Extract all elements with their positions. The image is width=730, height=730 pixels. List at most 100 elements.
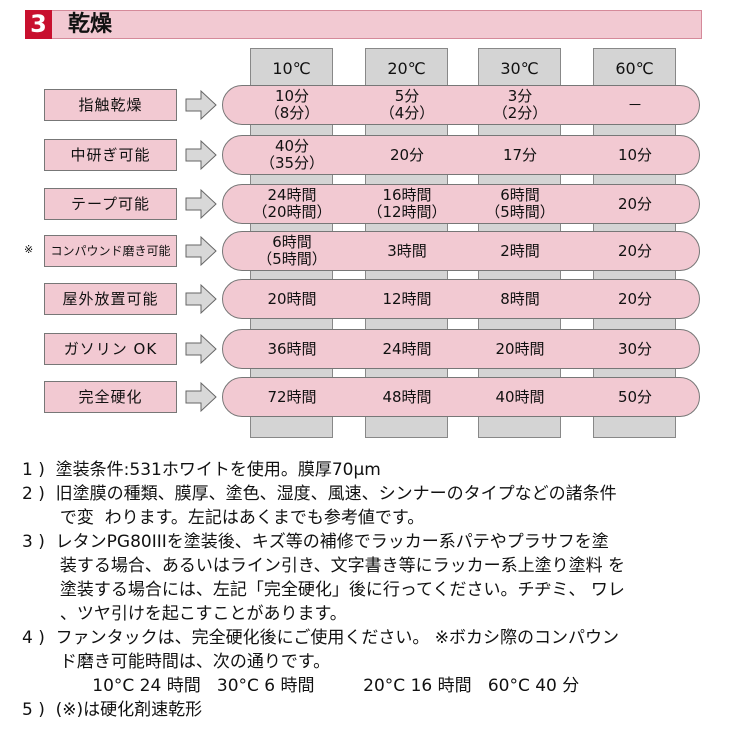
value-cell: 20時間 [237,279,347,319]
value-line: 17分 [502,145,538,164]
value-line: 20分 [389,145,425,164]
note-line: 3 ) レタンPG80IIIを塗装後、キズ等の補修でラッカー系パテやプラサフを塗 [22,532,609,552]
note-mark: ※ [24,243,34,256]
note-line: 装する場合、あるいはライン引き、文字書き等にラッカー系上塗り塗料 を [22,556,626,576]
value-line: 10分 [274,87,310,105]
value-line: 10分 [617,145,653,164]
row-label: コンパウンド磨き可能 [44,235,177,267]
row-pill [222,377,700,417]
table-row: 指触乾燥 10分 （8分） 5分 （4分） 3分 （2分）－ [0,83,730,127]
value-line: 12時間 [382,289,432,308]
value-cell: 20分 [352,135,462,175]
value-line: 20分 [617,289,653,308]
value-cell: 5分 （4分） [352,85,462,125]
value-cell: 17分 [465,135,575,175]
value-line: （4分） [379,104,435,122]
value-line: 20分 [617,241,653,260]
value-cell: 48時間 [352,377,462,417]
note-line: 4 ) ファンタックは、完全硬化後にご使用ください。 ※ボカシ際のコンパウン [22,628,619,648]
note-line: 塗装する場合には、左記「完全硬化」後に行ってください。チヂミ、 ワレ [22,580,625,600]
note-line: 1 ) 塗装条件:531ホワイトを使用。膜厚70μm [22,460,381,480]
column-header: 20℃ [387,59,426,78]
value-cell: 3分 （2分） [465,85,575,125]
value-line: 8時間 [500,289,540,308]
row-label: ガソリン OK [44,333,177,365]
value-cell: 3時間 [352,231,462,271]
value-line: 36時間 [267,339,317,358]
value-line: － [627,95,643,114]
value-cell: － [580,85,690,125]
value-line: （35分） [259,154,325,172]
value-cell: 72時間 [237,377,347,417]
section-header: 3 乾燥 [25,10,702,39]
note-line: 5 ) (※)は硬化剤速乾形 [22,700,203,720]
value-cell: 24時間 （20時間） [237,184,347,224]
value-cell: 30分 [580,329,690,369]
section-number: 3 [25,10,52,39]
note-line: 、ツヤ引けを起こすことがあります。 [22,604,347,624]
value-cell: 20時間 [465,329,575,369]
column-header: 60℃ [615,59,654,78]
value-line: （8分） [264,104,320,122]
note-line: 2 ) 旧塗膜の種類、膜厚、塗色、湿度、風速、シンナーのタイプなどの諸条件 [22,484,617,504]
table-row: ガソリン OK 36時間 24時間 20時間 30分 [0,327,730,371]
table-row: 屋外放置可能 20時間 12時間 8時間 20分 [0,277,730,321]
row-label: 完全硬化 [44,381,177,413]
value-line: 24時間 [382,339,432,358]
row-pill [222,184,700,224]
value-cell: 6時間 （5時間） [465,184,575,224]
note-line: で変 わります。左記はあくまでも参考値です。 [22,508,425,528]
value-line: 40分 [274,137,310,155]
arrow-right-icon [185,188,217,220]
value-line: （5時間） [257,250,327,268]
row-pill [222,279,700,319]
row-pill [222,231,700,271]
value-cell: 8時間 [465,279,575,319]
value-cell: 10分 （8分） [237,85,347,125]
value-line: 48時間 [382,387,432,406]
arrow-right-icon [185,235,217,267]
section-title: 乾燥 [68,12,113,37]
value-line: 16時間 [382,186,432,204]
value-line: 72時間 [267,387,317,406]
value-line: 3分 [507,87,533,105]
value-line: （12時間） [367,203,447,221]
table-row: テープ可能 24時間 （20時間） 16時間 （12時間） 6時間 （5時間） 20分 [0,182,730,226]
value-cell: 24時間 [352,329,462,369]
value-line: 20時間 [267,289,317,308]
row-pill [222,329,700,369]
value-cell: 36時間 [237,329,347,369]
value-line: 40時間 [495,387,545,406]
value-line: 50分 [617,387,653,406]
value-cell: 20分 [580,279,690,319]
value-line: 5分 [394,87,420,105]
row-label: 中研ぎ可能 [44,139,177,171]
row-pill [222,135,700,175]
row-label: 屋外放置可能 [44,283,177,315]
value-line: 24時間 [267,186,317,204]
row-pill [222,85,700,125]
value-line: 30分 [617,339,653,358]
value-cell: 20分 [580,184,690,224]
value-line: 3時間 [387,241,427,260]
value-line: 6時間 [500,186,540,204]
table-row: 中研ぎ可能 40分 （35分） 20分 17分 10分 [0,133,730,177]
value-cell: 16時間 （12時間） [352,184,462,224]
arrow-right-icon [185,89,217,121]
value-line: 2時間 [500,241,540,260]
arrow-right-icon [185,381,217,413]
value-cell: 20分 [580,231,690,271]
value-line: 6時間 [272,233,312,251]
arrow-right-icon [185,333,217,365]
value-cell: 40分 （35分） [237,135,347,175]
note-line: 10°C 24 時間 30°C 6 時間 20°C 16 時間 60°C 40 … [22,676,580,696]
row-label: 指触乾燥 [44,89,177,121]
value-line: （5時間） [485,203,555,221]
row-label: テープ可能 [44,188,177,220]
table-row: ※ コンパウンド磨き可能 6時間 （5時間） 3時間 2時間 20分 [0,229,730,273]
value-cell: 12時間 [352,279,462,319]
arrow-right-icon [185,283,217,315]
column-header: 10℃ [272,59,311,78]
column-header: 30℃ [500,59,539,78]
table-row: 完全硬化 72時間 48時間 40時間 50分 [0,375,730,419]
